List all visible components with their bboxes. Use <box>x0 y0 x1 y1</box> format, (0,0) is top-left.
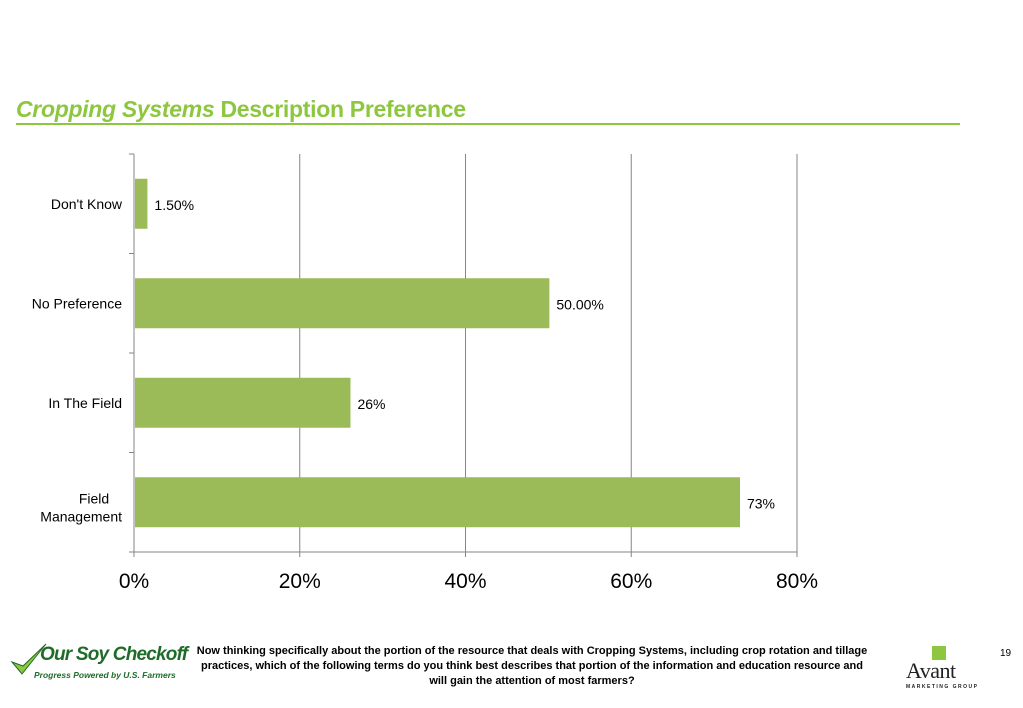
data-label: 73% <box>747 495 775 511</box>
bar <box>135 278 550 329</box>
x-tick-label: 60% <box>610 570 652 593</box>
soy-checkoff-name: Our Soy Checkoff <box>40 644 188 665</box>
data-label: 1.50% <box>154 197 194 213</box>
avant-logo: Avant MARKETING GROUP <box>902 646 977 692</box>
data-label: 26% <box>357 396 385 412</box>
bar <box>135 178 148 229</box>
slide-title-rest: Description Preference <box>214 96 466 122</box>
slide-title-italic: Cropping Systems <box>16 96 215 122</box>
category-label: No Preference <box>32 295 122 311</box>
page-number: 19 <box>1000 648 1012 659</box>
data-label: 50.00% <box>556 296 603 312</box>
avant-name: Avant <box>906 658 956 683</box>
category-label: In The Field <box>48 395 122 411</box>
x-tick-label: 20% <box>279 570 321 593</box>
title-underline <box>16 123 960 125</box>
category-label: Field Management <box>40 490 122 524</box>
x-tick-label: 40% <box>444 570 486 593</box>
checkmark-icon <box>10 643 47 675</box>
soy-checkoff-logo: Our Soy Checkoff Progress Powered by U.S… <box>8 640 188 686</box>
bar <box>135 377 351 428</box>
soy-checkoff-tagline: Progress Powered by U.S. Farmers <box>34 670 176 680</box>
avant-mark-icon <box>932 646 946 660</box>
slide-title: Cropping Systems Description Preference <box>16 96 466 123</box>
avant-subtitle: MARKETING GROUP <box>906 684 979 690</box>
x-tick-label: 0% <box>119 570 149 593</box>
bar <box>135 477 740 528</box>
survey-question: Now thinking specifically about the port… <box>196 645 868 687</box>
x-tick-label: 80% <box>776 570 818 593</box>
category-label: Don't Know <box>51 196 123 212</box>
